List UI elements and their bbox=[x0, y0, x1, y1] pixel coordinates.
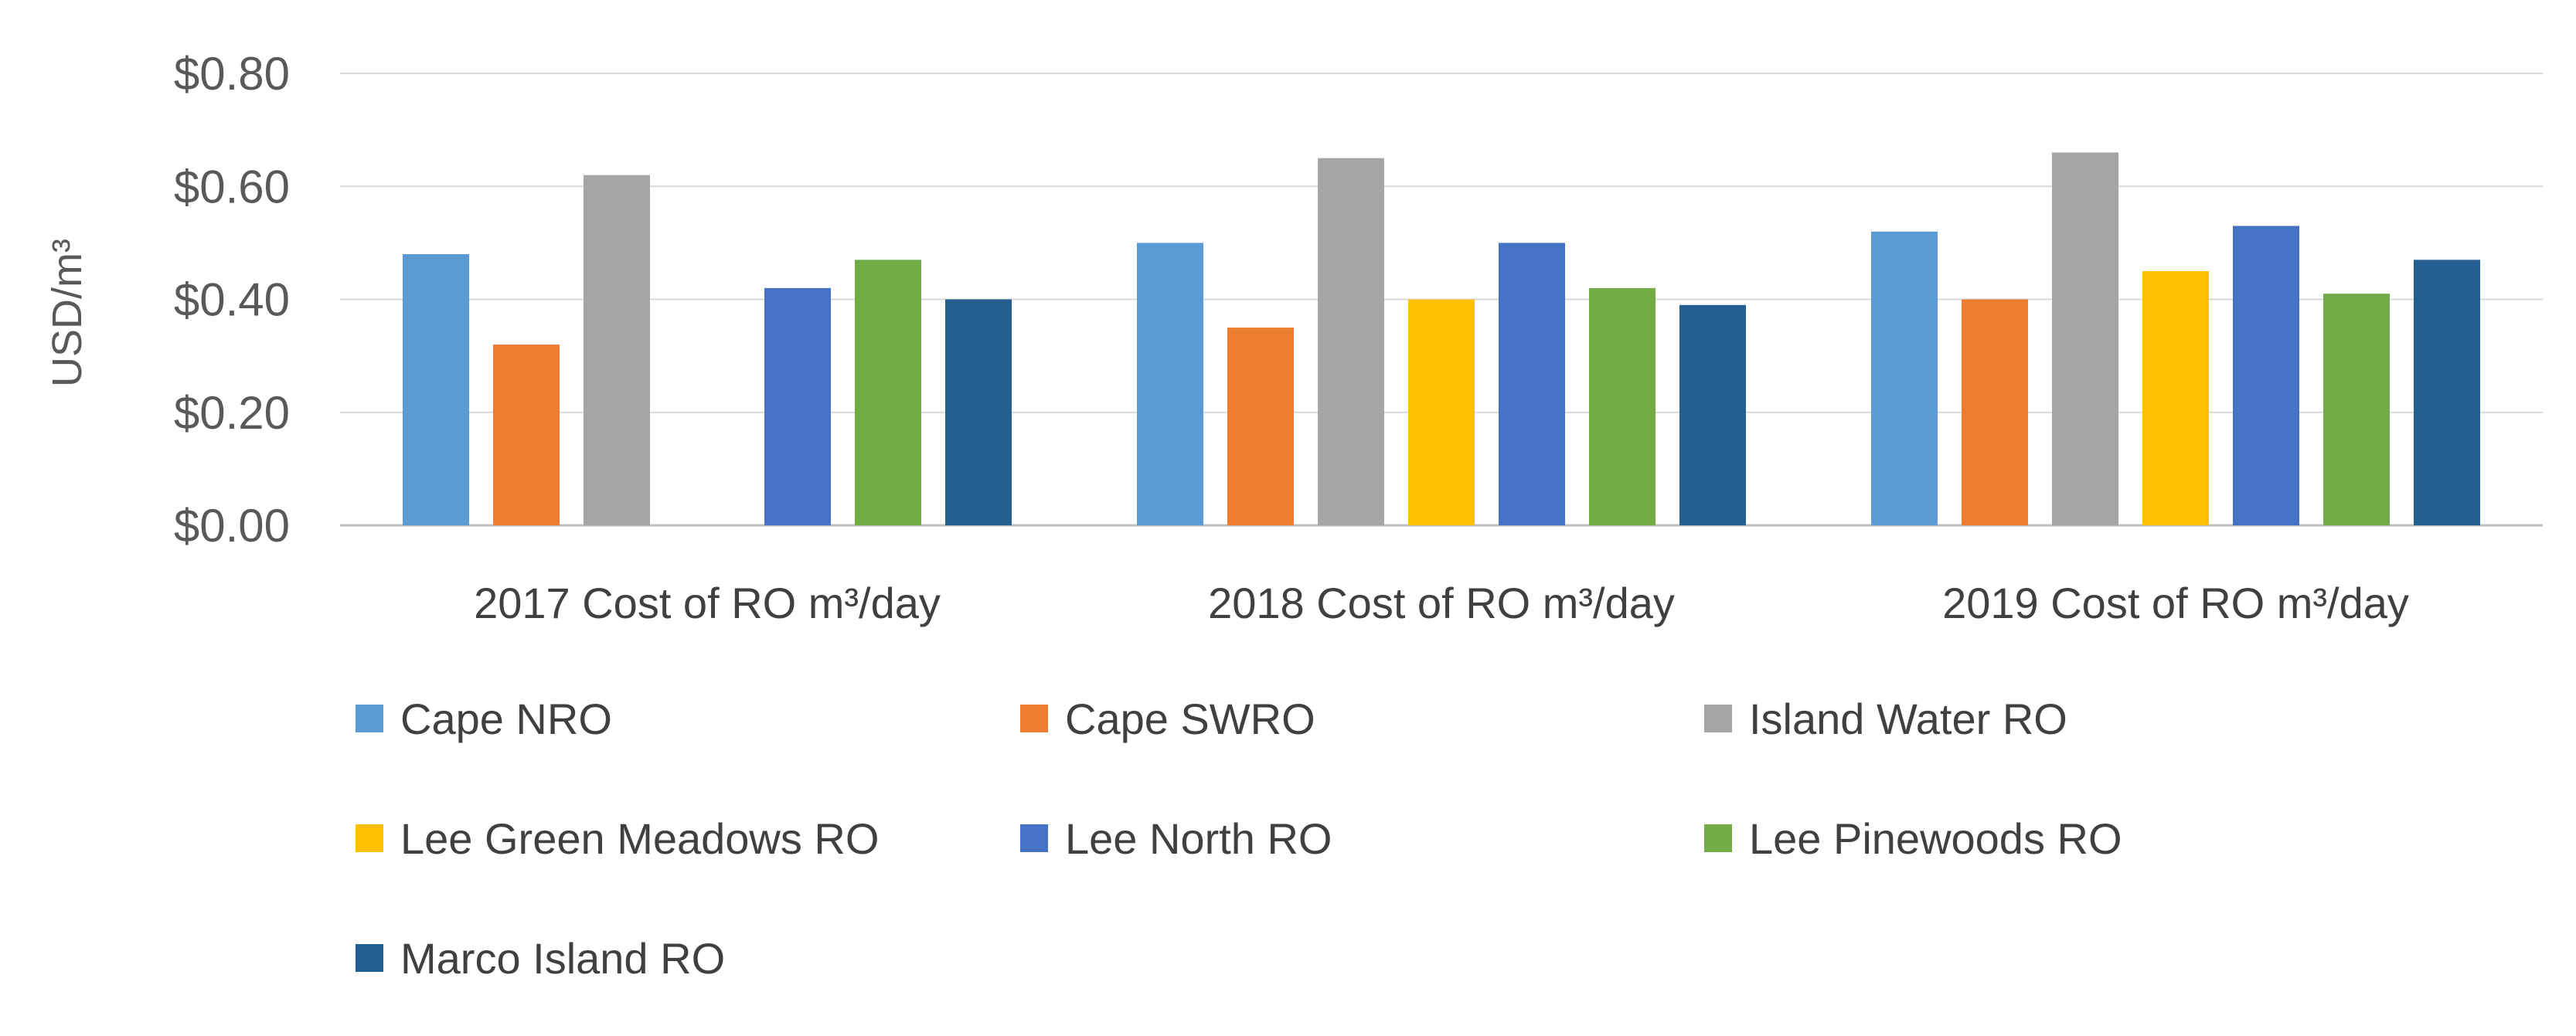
legend-label: Cape SWRO bbox=[1065, 694, 1315, 743]
bars bbox=[403, 152, 2480, 525]
bar bbox=[2233, 226, 2299, 525]
bar bbox=[855, 260, 921, 525]
legend-item: Lee North RO bbox=[1020, 807, 1332, 869]
y-axis-label: USD/m³ bbox=[44, 239, 90, 387]
legend-label: Lee Pinewoods RO bbox=[1749, 814, 2122, 863]
bar bbox=[2414, 260, 2480, 525]
bar bbox=[584, 175, 650, 525]
legend-label: Lee North RO bbox=[1065, 814, 1332, 863]
x-category-label: 2019 Cost of RO m³/day bbox=[1942, 579, 2409, 627]
legend-label: Island Water RO bbox=[1749, 694, 2067, 743]
bar bbox=[1589, 287, 1656, 525]
bar bbox=[2052, 152, 2118, 525]
y-axis-ticks: $0.00 $0.20 $0.40 $0.60 $0.80 bbox=[174, 48, 290, 552]
bar bbox=[1679, 304, 1746, 525]
x-axis-categories: 2017 Cost of RO m³/day 2018 Cost of RO m³… bbox=[474, 579, 2409, 627]
legend-item: Island Water RO bbox=[1704, 688, 2067, 749]
y-tick-label: $0.80 bbox=[174, 48, 290, 100]
x-category-label: 2017 Cost of RO m³/day bbox=[474, 579, 941, 627]
bar bbox=[2142, 270, 2209, 525]
y-tick-label: $0.00 bbox=[174, 500, 290, 552]
legend-label: Marco Island RO bbox=[400, 933, 726, 983]
bar bbox=[1962, 299, 2028, 525]
x-category-label: 2018 Cost of RO m³/day bbox=[1208, 579, 1675, 627]
legend-swatch bbox=[1704, 824, 1732, 852]
bar bbox=[403, 254, 469, 525]
bar bbox=[1137, 243, 1203, 525]
legend-swatch bbox=[1020, 705, 1048, 732]
legend-swatch bbox=[356, 824, 383, 852]
bar-chart: $0.00 $0.20 $0.40 $0.60 $0.80 USD/m³ 2017 Co… bbox=[44, 48, 2543, 627]
legend-item: Cape NRO bbox=[356, 688, 612, 749]
legend-item: Lee Green Meadows RO bbox=[356, 807, 879, 869]
bar bbox=[945, 299, 1012, 525]
legend-item: Lee Pinewoods RO bbox=[1704, 807, 2122, 869]
legend-swatch bbox=[1704, 705, 1732, 732]
y-tick-label: $0.60 bbox=[174, 161, 290, 212]
legend-swatch bbox=[356, 944, 383, 972]
bar bbox=[493, 345, 560, 525]
legend-swatch bbox=[1020, 824, 1048, 852]
bar bbox=[1227, 328, 1294, 525]
bar bbox=[1499, 243, 1565, 525]
bar bbox=[764, 287, 831, 525]
bar bbox=[1318, 158, 1384, 525]
bar bbox=[2323, 294, 2390, 525]
bar bbox=[1408, 299, 1475, 525]
legend-label: Lee Green Meadows RO bbox=[400, 814, 880, 863]
y-tick-label: $0.40 bbox=[174, 274, 290, 326]
legend-item: Cape SWRO bbox=[1020, 688, 1315, 749]
y-tick-label: $0.20 bbox=[174, 387, 290, 439]
legend-label: Cape NRO bbox=[400, 694, 612, 743]
bar bbox=[1871, 231, 1938, 525]
legend-item: Marco Island RO bbox=[356, 927, 725, 989]
legend-swatch bbox=[356, 705, 383, 732]
